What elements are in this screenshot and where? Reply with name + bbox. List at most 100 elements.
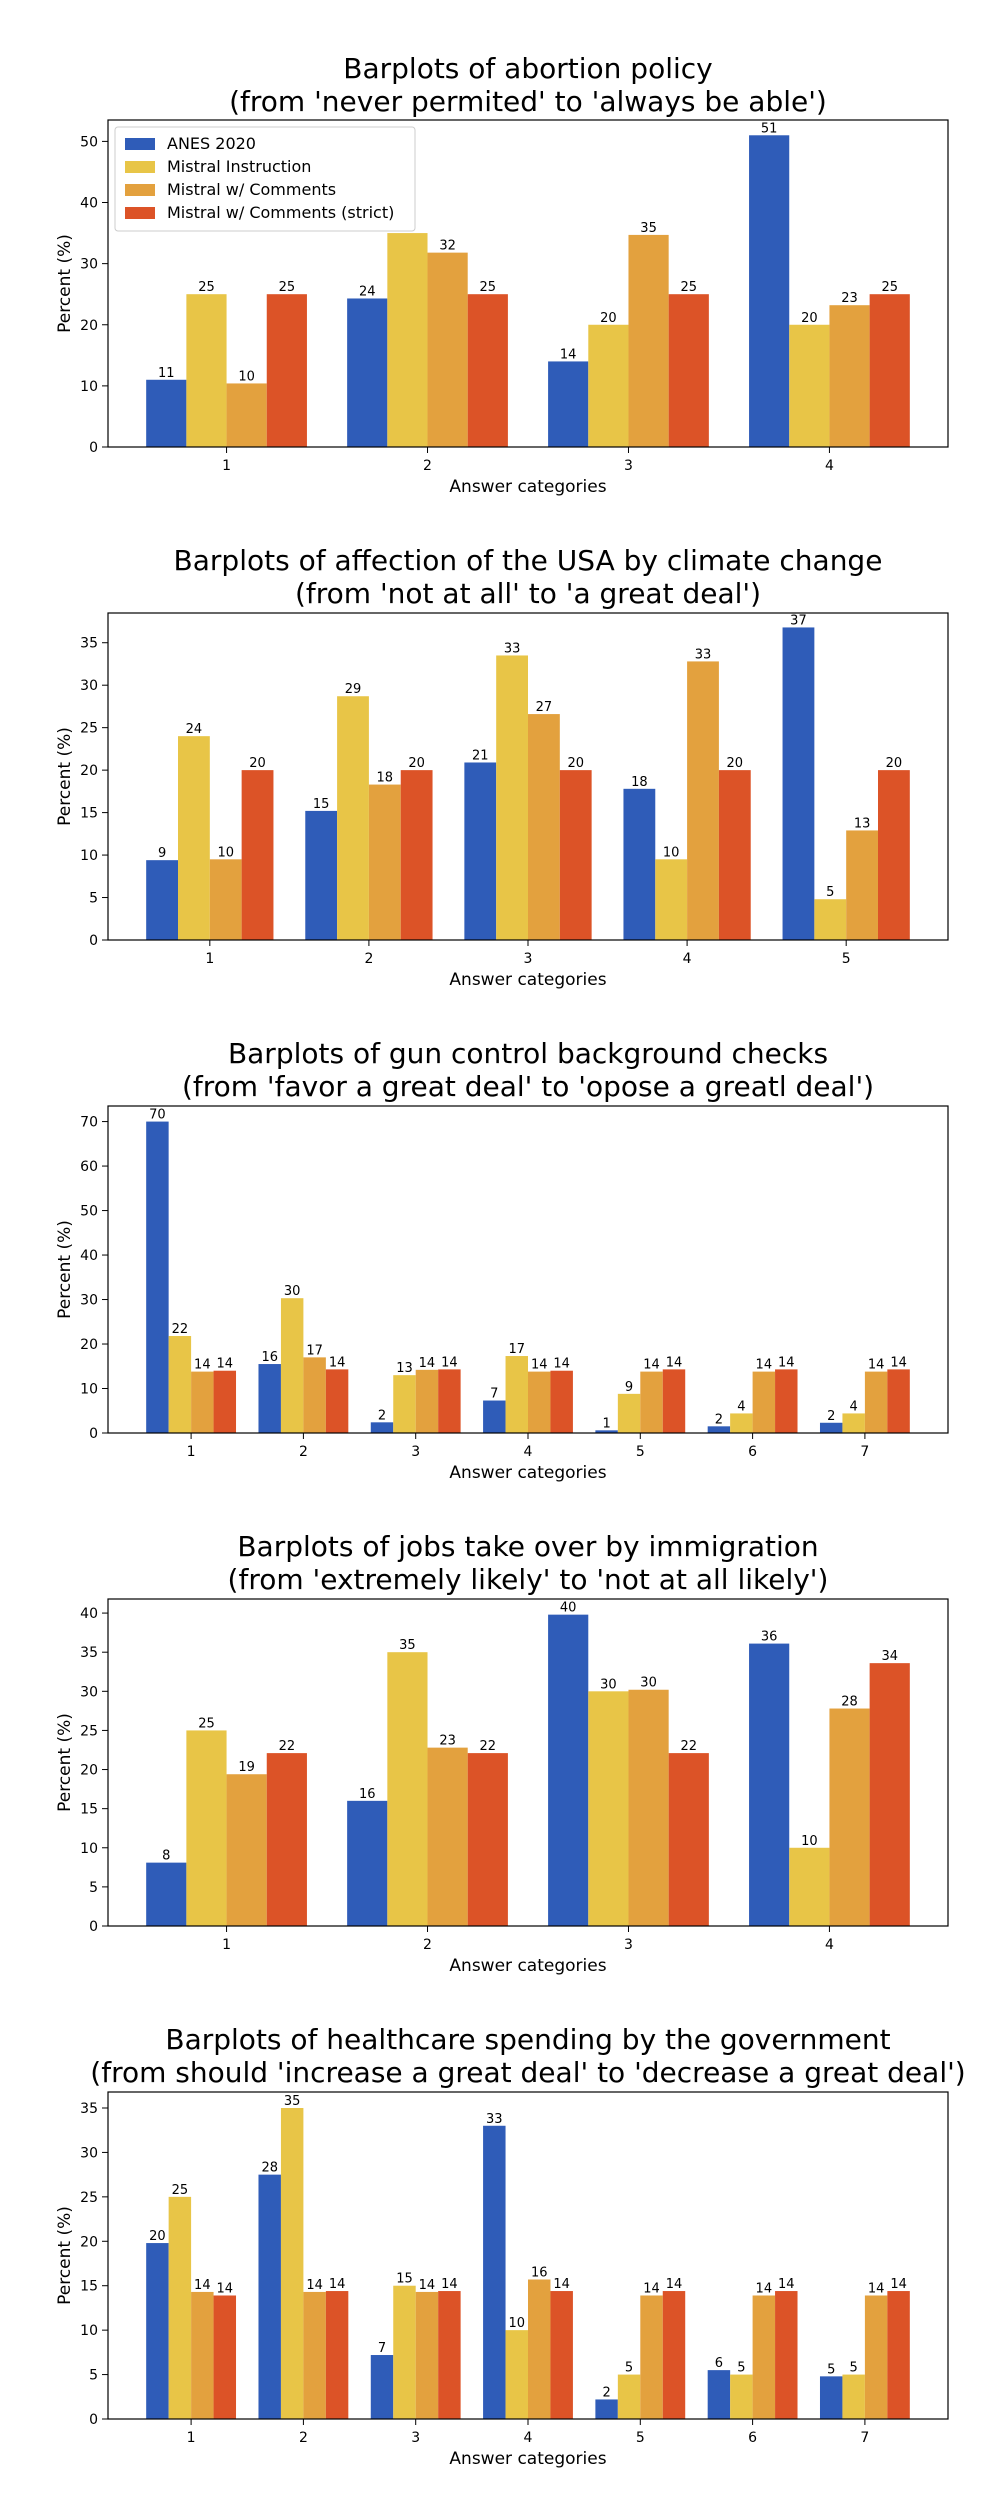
bar	[749, 1643, 790, 1926]
bar	[617, 1393, 641, 1433]
bar-value-label: 14	[531, 1358, 548, 1373]
bar-value-label: 5	[625, 2361, 633, 2376]
y-tick-label: 70	[80, 1115, 98, 1131]
bar	[559, 770, 592, 940]
bar	[814, 899, 847, 940]
y-tick-label: 40	[80, 196, 98, 212]
bar	[623, 788, 656, 940]
bar-value-label: 21	[472, 748, 489, 763]
legend-box	[114, 126, 416, 232]
bar	[400, 770, 433, 940]
bar	[789, 324, 830, 447]
bar-value-label: 14	[756, 2281, 773, 2296]
bar-value-label: 14	[778, 2277, 795, 2292]
bar-value-label: 30	[284, 1284, 301, 1299]
chart-subtitle: (from 'not at all' to 'a great deal')	[295, 577, 761, 610]
x-tick-label: 4	[524, 1444, 533, 1460]
bar-value-label: 22	[172, 1322, 189, 1337]
y-tick-label: 60	[80, 1159, 98, 1175]
x-tick-label: 3	[411, 1444, 420, 1460]
x-axis-label: Answer categories	[449, 970, 606, 990]
bar	[842, 2374, 865, 2419]
bar	[186, 1730, 227, 1926]
bar-value-label: 10	[663, 845, 680, 860]
bar-value-label: 20	[727, 756, 744, 771]
bar-value-label: 14	[441, 1355, 458, 1370]
bar-value-label: 14	[217, 1357, 234, 1372]
bar-value-label: 1	[602, 1416, 610, 1431]
bar	[146, 379, 187, 447]
y-axis-label: Percent (%)	[55, 234, 75, 333]
bar-value-label: 25	[480, 280, 497, 295]
x-tick-label: 4	[683, 951, 692, 967]
chart-title: Barplots of healthcare spending by the g…	[165, 2023, 890, 2056]
y-tick-label: 35	[80, 2101, 98, 2117]
bar	[427, 252, 468, 447]
y-tick-label: 20	[80, 318, 98, 334]
bar	[887, 1369, 910, 1433]
x-tick-label: 6	[748, 1444, 757, 1460]
legend-swatch	[125, 138, 155, 150]
x-tick-label: 7	[860, 1444, 869, 1460]
y-tick-label: 20	[80, 1763, 98, 1779]
bar-value-label: 29	[345, 682, 362, 697]
bar-value-label: 37	[790, 613, 807, 628]
bar-value-label: 14	[419, 2278, 436, 2293]
x-axis-label: Answer categories	[449, 1956, 606, 1976]
x-axis-label: Answer categories	[449, 2449, 606, 2469]
x-tick-label: 2	[299, 2430, 308, 2446]
bar	[467, 1753, 508, 1926]
bar	[846, 830, 878, 940]
bar	[213, 1370, 237, 1433]
bar-value-label: 9	[625, 1380, 633, 1395]
bar	[819, 1422, 843, 1433]
bar-value-label: 22	[680, 1739, 697, 1754]
y-tick-label: 10	[80, 379, 98, 395]
chart-title: Barplots of jobs take over by immigratio…	[237, 1530, 818, 1563]
chart-title: Barplots of abortion policy	[343, 52, 712, 85]
legend-label: Mistral w/ Comments (strict)	[167, 203, 394, 222]
bar-value-label: 25	[279, 280, 296, 295]
legend-swatch	[125, 184, 155, 196]
bar	[168, 2196, 192, 2419]
bar	[427, 1747, 468, 1926]
chart-subtitle: (from 'never permited' to 'always be abl…	[229, 85, 827, 118]
bar	[347, 1800, 388, 1926]
bar-value-label: 25	[172, 2183, 189, 2198]
y-axis-label: Percent (%)	[55, 2206, 75, 2305]
y-tick-label: 30	[80, 678, 98, 694]
bar-value-label: 8	[162, 1849, 170, 1864]
x-tick-label: 5	[636, 2430, 645, 2446]
bar	[368, 784, 401, 940]
y-tick-label: 20	[80, 763, 98, 779]
bar-value-label: 30	[600, 1677, 617, 1692]
bar	[280, 1298, 304, 1433]
bar	[438, 1369, 461, 1433]
bar-value-label: 30	[640, 1676, 657, 1691]
bar-value-label: 20	[567, 756, 584, 771]
bar-value-label: 14	[890, 2277, 907, 2292]
bar-value-label: 16	[261, 1350, 278, 1365]
bar	[370, 2355, 394, 2419]
bar-value-label: 70	[149, 1108, 166, 1123]
x-tick-label: 7	[860, 2430, 869, 2446]
x-tick-label: 1	[222, 458, 231, 474]
bar	[662, 1369, 686, 1433]
bar-value-label: 14	[441, 2277, 458, 2292]
legend-label: ANES 2020	[167, 134, 256, 153]
legend-swatch	[125, 207, 155, 219]
y-tick-label: 30	[80, 1293, 98, 1309]
bar-value-label: 5	[737, 2361, 745, 2376]
y-tick-label: 10	[80, 2323, 98, 2339]
x-tick-label: 1	[187, 2430, 196, 2446]
y-tick-label: 40	[80, 1606, 98, 1622]
bar	[668, 294, 709, 447]
bar	[869, 294, 910, 447]
bar	[789, 1847, 830, 1926]
y-axis-label: Percent (%)	[55, 1220, 75, 1319]
bar	[864, 2295, 888, 2419]
bar	[168, 1336, 192, 1433]
chart-panel-1: Barplots of abortion policy(from 'never …	[55, 52, 949, 497]
bar	[707, 1426, 731, 1433]
